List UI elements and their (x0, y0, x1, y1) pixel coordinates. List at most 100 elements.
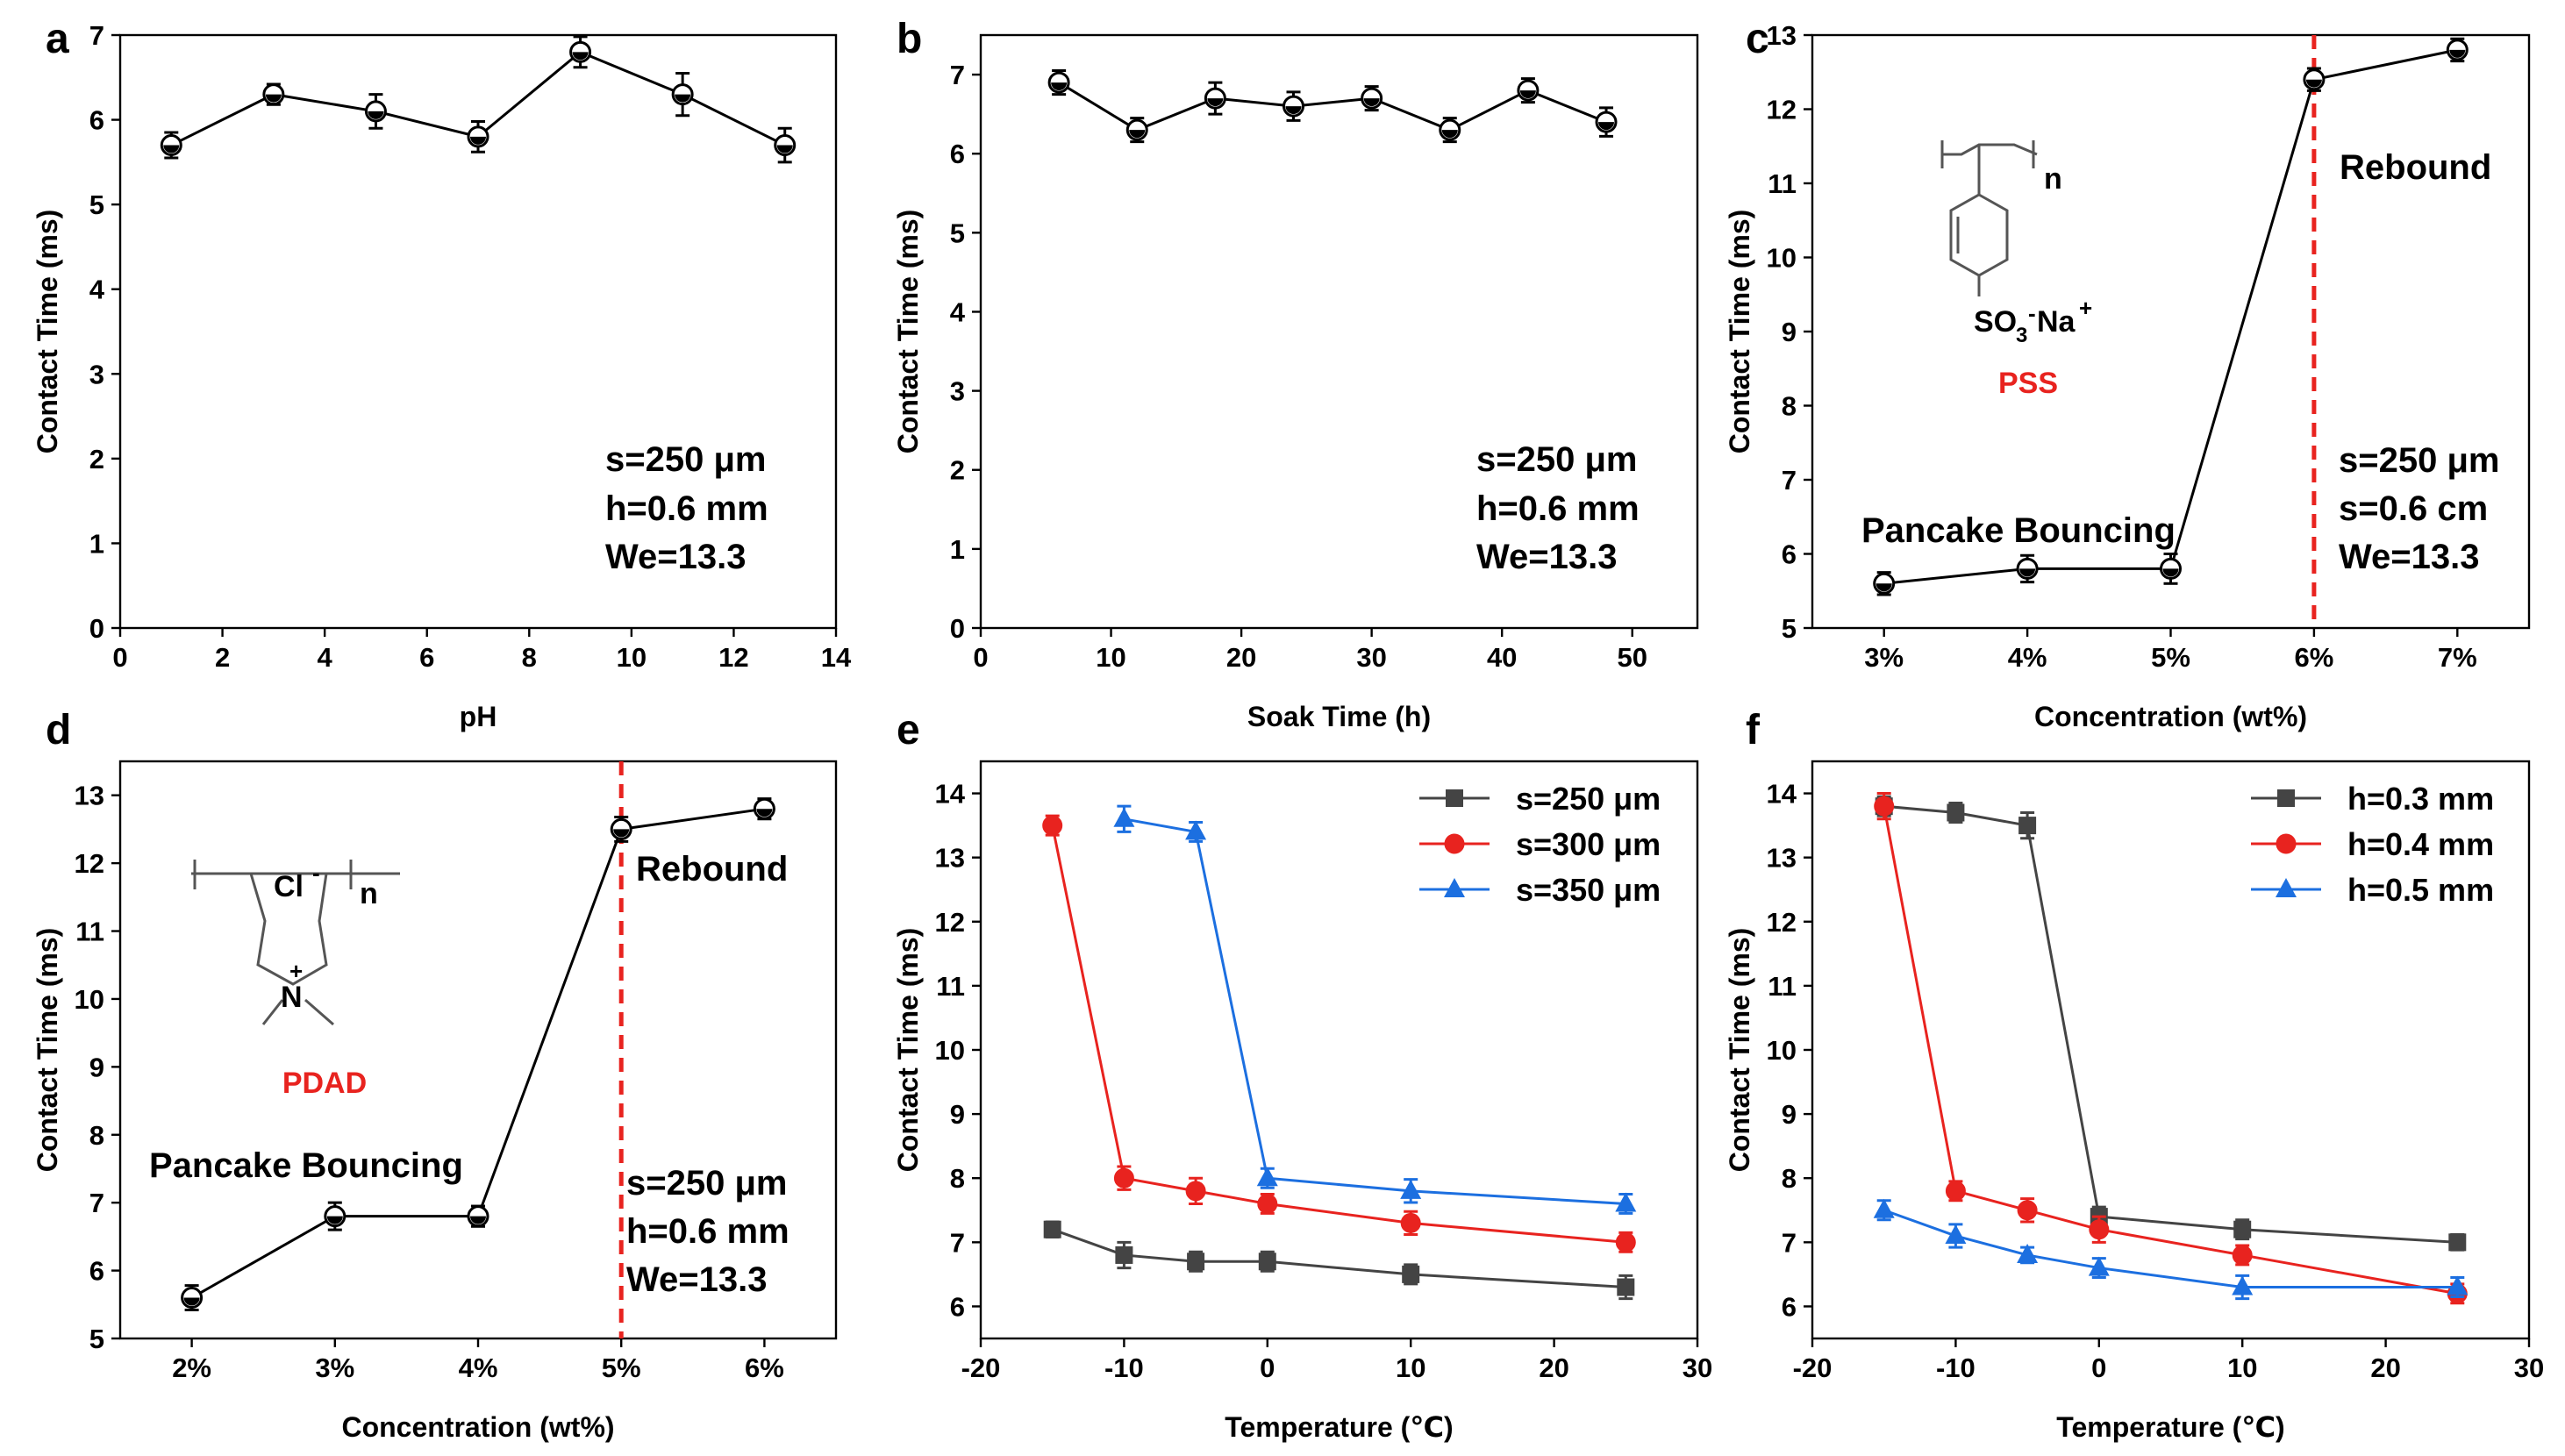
x-tick-label: 6% (2294, 642, 2333, 673)
data-point-fill (183, 1297, 200, 1306)
y-tick-label: 13 (1767, 843, 1797, 874)
data-point-fill (1363, 98, 1380, 107)
y-tick-label: 10 (1767, 1035, 1797, 1066)
y-tick-label: 14 (1767, 779, 1797, 810)
y-tick-label: 11 (1768, 971, 1797, 1002)
legend-label: h=0.5 mm (2347, 872, 2494, 908)
data-point (1113, 807, 1135, 827)
x-tick-label: -20 (961, 1353, 1001, 1383)
data-point-fill (1285, 106, 1302, 115)
legend-label: s=350 μm (1516, 872, 1661, 908)
y-tick-label: 1 (89, 528, 104, 559)
x-tick-label: 3% (1864, 642, 1904, 673)
x-tick-label: 6% (745, 1353, 784, 1383)
y-tick-label: 1 (950, 534, 965, 565)
x-tick-label: 0 (2091, 1353, 2106, 1383)
data-point (2017, 1200, 2038, 1221)
y-tick-label: 10 (935, 1035, 965, 1066)
legend: s=250 μm s=300 μm s=350 μm (1419, 781, 1661, 908)
data-point (1947, 803, 1965, 822)
y-tick-label: 12 (75, 848, 104, 879)
data-point-fill (470, 136, 486, 145)
data-point-fill (326, 1216, 343, 1224)
series-s=350 μm (1113, 804, 1637, 1215)
y-tick-label: 5 (1782, 613, 1797, 644)
y-tick-label: 0 (950, 613, 965, 644)
x-tick-label: 4 (318, 642, 333, 673)
y-axis-title: Contact Time (ms) (32, 210, 63, 454)
data-point (1185, 1181, 1206, 1202)
data-point-fill (368, 111, 384, 119)
data-point-fill (2162, 568, 2179, 577)
x-tick-label: 10 (1396, 1353, 1425, 1383)
annotation: s=250 μm (2339, 441, 2500, 480)
benzene-ring (1949, 193, 2009, 277)
data-point-fill (776, 145, 793, 153)
data-point-fill (1441, 130, 1458, 139)
y-tick-label: 4 (89, 275, 105, 305)
legend-marker (1444, 833, 1465, 854)
y-tick-label: 5 (89, 189, 104, 220)
data-point-fill (675, 94, 691, 103)
chart-panel-f: f -20 -10 0 10 20 30 6 7 8 9 10 11 12 13 14 Temperature … (1724, 707, 2544, 1443)
data-point (2232, 1245, 2253, 1266)
data-point-fill (1598, 122, 1615, 131)
y-tick-label: 6 (1782, 539, 1797, 570)
x-tick-label: 20 (1539, 1353, 1568, 1383)
x-axis-title: Temperature (℃) (2056, 1411, 2284, 1443)
y-tick-label: 4 (950, 296, 966, 327)
y-tick-label: 7 (89, 1188, 104, 1218)
chem-label: + (289, 958, 303, 984)
x-tick-label: -10 (1936, 1353, 1976, 1383)
x-tick-label: 0 (112, 642, 127, 673)
annotation: Rebound (2340, 148, 2491, 187)
series-line (1883, 805, 2458, 1295)
data-point (2232, 1275, 2254, 1295)
legend-label: s=250 μm (1516, 781, 1661, 817)
series-line (1051, 824, 1626, 1244)
x-tick-label: 6 (419, 642, 434, 673)
y-tick-label: 14 (935, 779, 966, 810)
y-tick-label: 2 (950, 455, 965, 486)
x-tick-label: 30 (2514, 1353, 2544, 1383)
y-tick-label: 11 (75, 917, 104, 947)
y-tick-label: 9 (950, 1099, 965, 1130)
series-h=0.4 mm (1874, 792, 2468, 1305)
panel-letter: b (897, 16, 922, 62)
data-point (2018, 817, 2037, 835)
y-tick-label: 5 (89, 1324, 104, 1354)
chem-label: - (312, 860, 320, 886)
data-point (1400, 1179, 1422, 1199)
annotation: s=0.6 cm (2339, 489, 2488, 528)
y-tick-label: 13 (1767, 20, 1797, 51)
series-data (160, 35, 797, 164)
data-point (1042, 815, 1063, 836)
y-tick-label: 7 (950, 60, 965, 90)
y-tick-label: 6 (89, 1256, 104, 1287)
pss-structure: n SO3- Na + PSS (1940, 140, 2092, 400)
x-tick-label: 30 (1356, 642, 1386, 673)
data-point (2447, 1275, 2469, 1295)
legend-marker (2276, 833, 2297, 854)
series-h=0.5 mm (1873, 1198, 2469, 1301)
y-axis-title: Contact Time (ms) (1724, 210, 1755, 454)
annotation: Pancake Bouncing (149, 1146, 463, 1185)
data-point-fill (1207, 98, 1224, 107)
x-tick-label: -10 (1104, 1353, 1144, 1383)
y-tick-label: 9 (89, 1052, 104, 1082)
methyl-bond (261, 999, 284, 1025)
y-tick-label: 7 (1782, 465, 1797, 496)
y-tick-label: 10 (75, 984, 104, 1015)
data-point-fill (163, 145, 180, 153)
y-tick-label: 5 (950, 218, 965, 248)
annotation: s=250 μm (1476, 440, 1638, 479)
y-tick-label: 7 (89, 20, 104, 51)
panel-letter: a (46, 16, 69, 62)
x-axis-title: Soak Time (h) (1247, 701, 1431, 732)
y-tick-label: 0 (89, 613, 104, 644)
data-point (1402, 1265, 1420, 1283)
y-tick-label: 13 (935, 843, 965, 874)
legend-marker (2277, 789, 2295, 807)
pyrrolidine-ring (249, 873, 328, 986)
